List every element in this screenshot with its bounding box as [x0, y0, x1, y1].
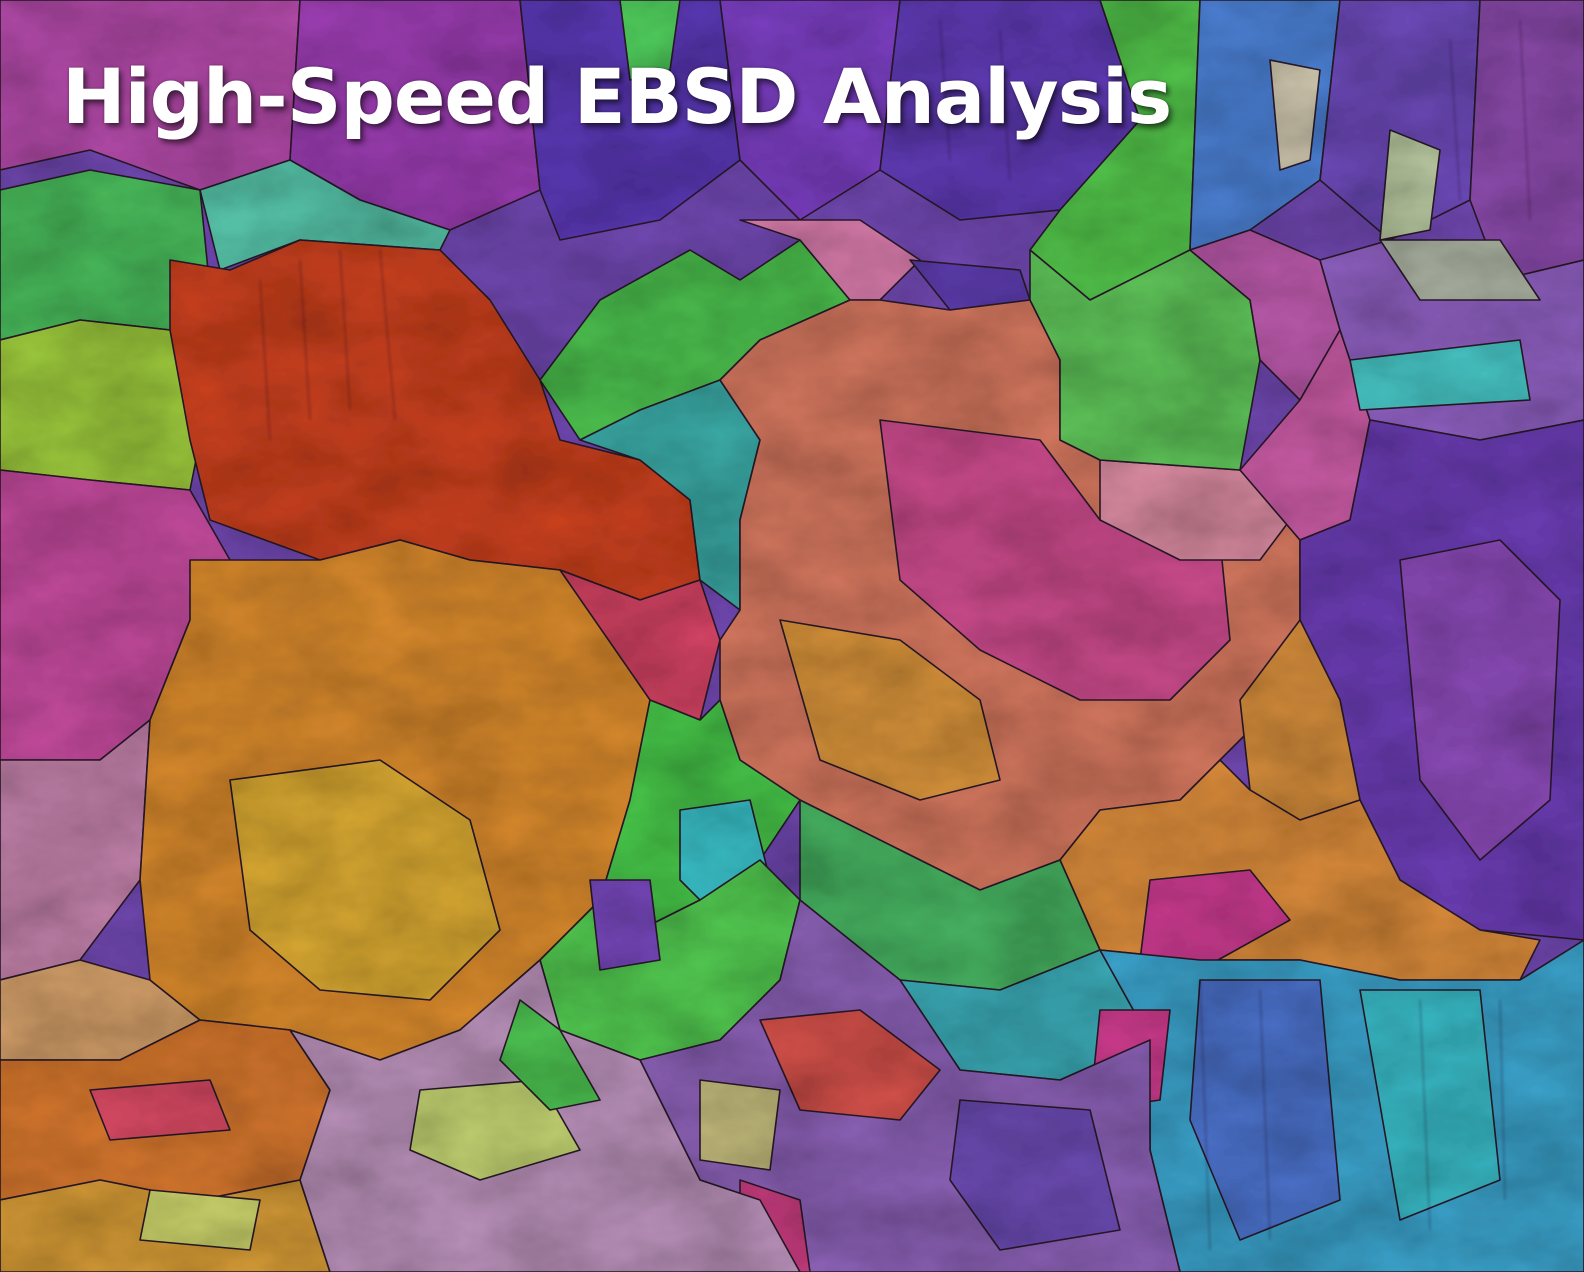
grain — [619, 0, 681, 81]
grain — [139, 1189, 261, 1251]
grain — [519, 0, 741, 241]
grain — [499, 999, 601, 1111]
grain — [1379, 239, 1541, 301]
grain — [759, 1009, 941, 1121]
grain — [779, 619, 1001, 801]
grain — [1139, 869, 1291, 971]
grain — [1189, 0, 1341, 251]
grain — [199, 159, 451, 271]
grain — [879, 419, 1231, 701]
grain — [1029, 249, 1261, 471]
grain — [0, 319, 201, 491]
grain — [589, 879, 661, 971]
grain-boundaries — [259, 19, 1531, 1251]
grain — [229, 759, 501, 1001]
grain — [1379, 129, 1441, 241]
grain — [89, 1079, 231, 1141]
grain — [1349, 339, 1531, 411]
grain — [1269, 59, 1321, 171]
headline-title: High-Speed EBSD Analysis — [62, 52, 1172, 141]
grain — [1359, 989, 1501, 1221]
grain — [949, 1099, 1121, 1251]
grain — [1099, 939, 1584, 1272]
grain — [719, 0, 901, 221]
grain — [699, 1079, 781, 1171]
grain — [1469, 0, 1584, 281]
grain — [1399, 539, 1561, 861]
grain — [409, 1079, 581, 1181]
